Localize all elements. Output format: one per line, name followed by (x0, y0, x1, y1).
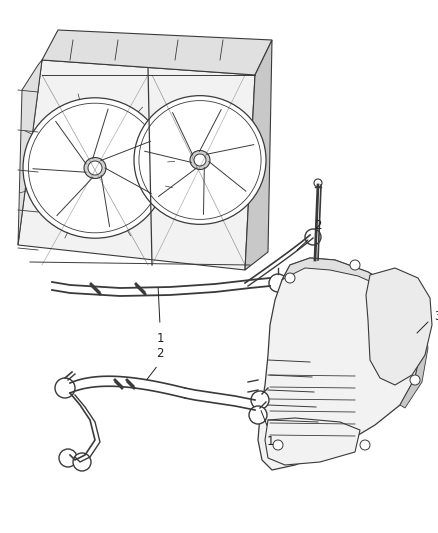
Circle shape (410, 375, 420, 385)
Circle shape (194, 154, 206, 166)
Ellipse shape (23, 98, 167, 238)
Circle shape (400, 290, 410, 300)
Circle shape (73, 453, 91, 471)
Circle shape (59, 449, 77, 467)
Ellipse shape (190, 150, 210, 169)
Text: 3: 3 (434, 310, 438, 322)
Circle shape (251, 391, 269, 409)
Polygon shape (245, 40, 272, 270)
Polygon shape (42, 30, 272, 75)
Circle shape (273, 440, 283, 450)
Text: 1: 1 (266, 435, 274, 448)
Circle shape (305, 229, 321, 245)
Ellipse shape (84, 157, 106, 179)
Polygon shape (366, 268, 432, 385)
Circle shape (285, 273, 295, 283)
Polygon shape (282, 258, 415, 310)
Text: 1: 1 (156, 332, 164, 345)
Text: 2: 2 (314, 219, 322, 232)
Polygon shape (265, 418, 360, 465)
Polygon shape (258, 258, 422, 470)
Circle shape (249, 406, 267, 424)
Polygon shape (18, 60, 255, 270)
Polygon shape (398, 290, 428, 408)
Circle shape (314, 179, 322, 187)
Circle shape (88, 161, 102, 175)
Circle shape (269, 274, 287, 292)
Ellipse shape (134, 95, 266, 224)
Circle shape (350, 260, 360, 270)
Circle shape (360, 440, 370, 450)
Polygon shape (18, 60, 42, 245)
Text: 2: 2 (156, 347, 164, 360)
Circle shape (55, 378, 75, 398)
